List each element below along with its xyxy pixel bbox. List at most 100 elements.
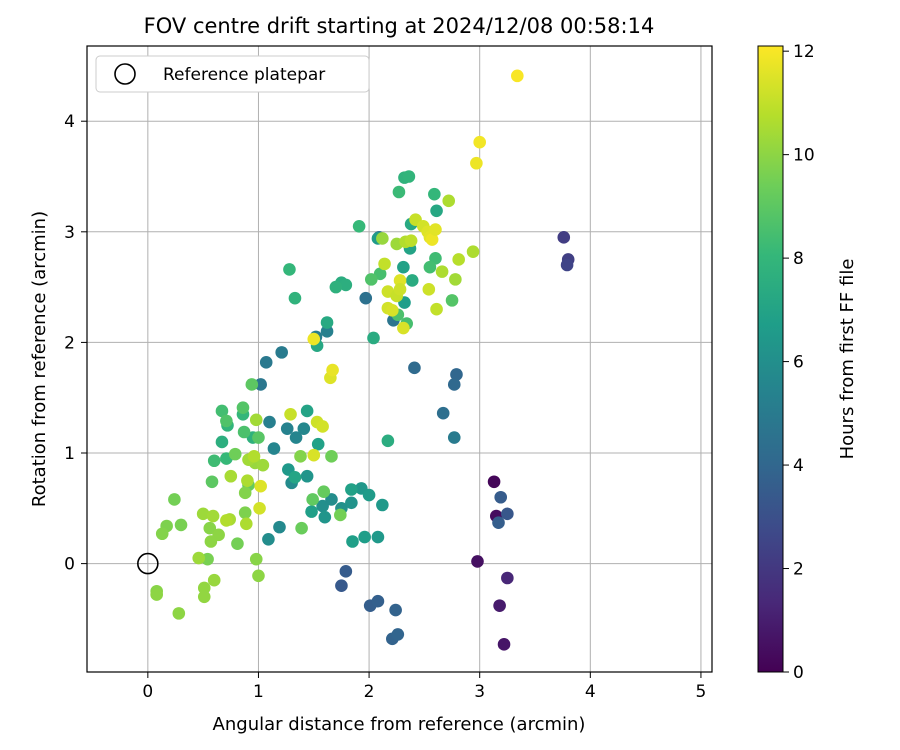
data-point: [284, 408, 297, 421]
data-point: [239, 517, 253, 531]
colorbar-tick-label: 4: [793, 456, 804, 476]
data-point: [224, 469, 238, 483]
data-point: [405, 274, 419, 287]
data-point: [386, 304, 399, 317]
data-point: [267, 442, 281, 455]
data-point: [452, 253, 465, 266]
data-point: [155, 527, 169, 541]
y-axis-ticks: 0 1 2 3 4: [64, 112, 87, 575]
data-point: [339, 278, 353, 292]
x-axis-ticks: 0 1 2 3 4 5: [142, 672, 706, 702]
data-point: [397, 260, 410, 274]
x-tick-label: 4: [585, 682, 596, 702]
data-point: [402, 170, 416, 183]
data-point: [450, 368, 463, 381]
x-tick-label: 3: [474, 682, 485, 702]
data-point: [352, 219, 366, 233]
data-point: [425, 233, 439, 246]
data-point: [436, 406, 450, 420]
data-point: [408, 361, 421, 375]
data-point: [288, 291, 302, 305]
data-point: [206, 509, 220, 523]
data-point: [393, 274, 407, 287]
x-tick-label: 5: [696, 682, 707, 702]
data-point: [430, 204, 443, 218]
data-point: [397, 321, 410, 335]
data-point: [492, 516, 505, 529]
colorbar-tick-label: 10: [793, 146, 815, 166]
colorbar-tick-label: 2: [793, 560, 804, 580]
data-point: [325, 450, 338, 463]
data-point: [238, 486, 252, 500]
data-point: [220, 414, 233, 428]
y-axis-title: Rotation from reference (arcmin): [29, 211, 50, 507]
data-point: [320, 325, 334, 338]
data-point: [197, 590, 211, 604]
data-point: [367, 331, 380, 345]
data-point: [247, 450, 261, 463]
data-point: [316, 499, 329, 513]
data-point: [207, 573, 221, 587]
data-point: [241, 474, 254, 487]
data-point: [393, 283, 407, 296]
data-point: [391, 628, 405, 641]
data-point: [335, 579, 348, 593]
y-tick-label: 0: [64, 555, 75, 575]
data-point: [501, 507, 514, 521]
data-point: [275, 346, 288, 359]
data-point: [300, 469, 314, 483]
data-point: [339, 565, 353, 578]
data-point: [326, 363, 339, 377]
data-point: [205, 475, 219, 489]
data-point: [300, 404, 314, 418]
plot-area: [87, 46, 712, 672]
colorbar-tick-label: 12: [793, 42, 815, 62]
scatter-points: [150, 69, 575, 651]
data-point: [259, 356, 273, 369]
data-point: [215, 404, 229, 418]
data-point: [471, 555, 484, 568]
data-point: [487, 475, 501, 489]
data-point: [511, 69, 524, 83]
data-point: [207, 454, 221, 468]
data-point: [196, 507, 210, 521]
data-point: [362, 488, 376, 502]
data-point: [557, 231, 571, 244]
data-point: [294, 450, 307, 463]
data-point: [263, 415, 276, 429]
data-point: [249, 413, 263, 427]
data-point: [430, 302, 443, 316]
colorbar-tick-label: 6: [793, 353, 804, 373]
data-point: [192, 551, 206, 565]
data-point: [447, 378, 461, 391]
chart-title: FOV centre drift starting at 2024/12/08 …: [144, 14, 655, 38]
data-point: [376, 232, 389, 245]
data-point: [428, 187, 441, 201]
x-tick-label: 0: [142, 682, 153, 702]
data-point: [254, 378, 267, 391]
colorbar-ticks: 0 2 4 6 8 10 12: [783, 42, 815, 683]
legend-marker-icon: [114, 63, 136, 85]
data-point: [447, 431, 461, 444]
data-point: [295, 521, 308, 535]
data-point: [389, 603, 402, 617]
data-point: [404, 234, 418, 247]
data-point: [317, 485, 331, 499]
data-point: [376, 498, 389, 512]
data-point: [236, 401, 250, 414]
legend: Reference platepar: [95, 55, 370, 93]
colorbar-tick-label: 0: [793, 663, 804, 683]
data-point: [364, 273, 378, 286]
data-point: [297, 422, 311, 435]
data-point: [249, 552, 263, 566]
y-tick-label: 2: [64, 333, 75, 353]
data-point: [346, 535, 359, 548]
data-point: [311, 437, 325, 451]
data-point: [473, 135, 486, 149]
data-point: [150, 588, 163, 601]
data-point: [203, 521, 217, 535]
x-tick-label: 1: [253, 682, 264, 702]
data-point: [307, 332, 321, 346]
data-point: [197, 581, 211, 595]
